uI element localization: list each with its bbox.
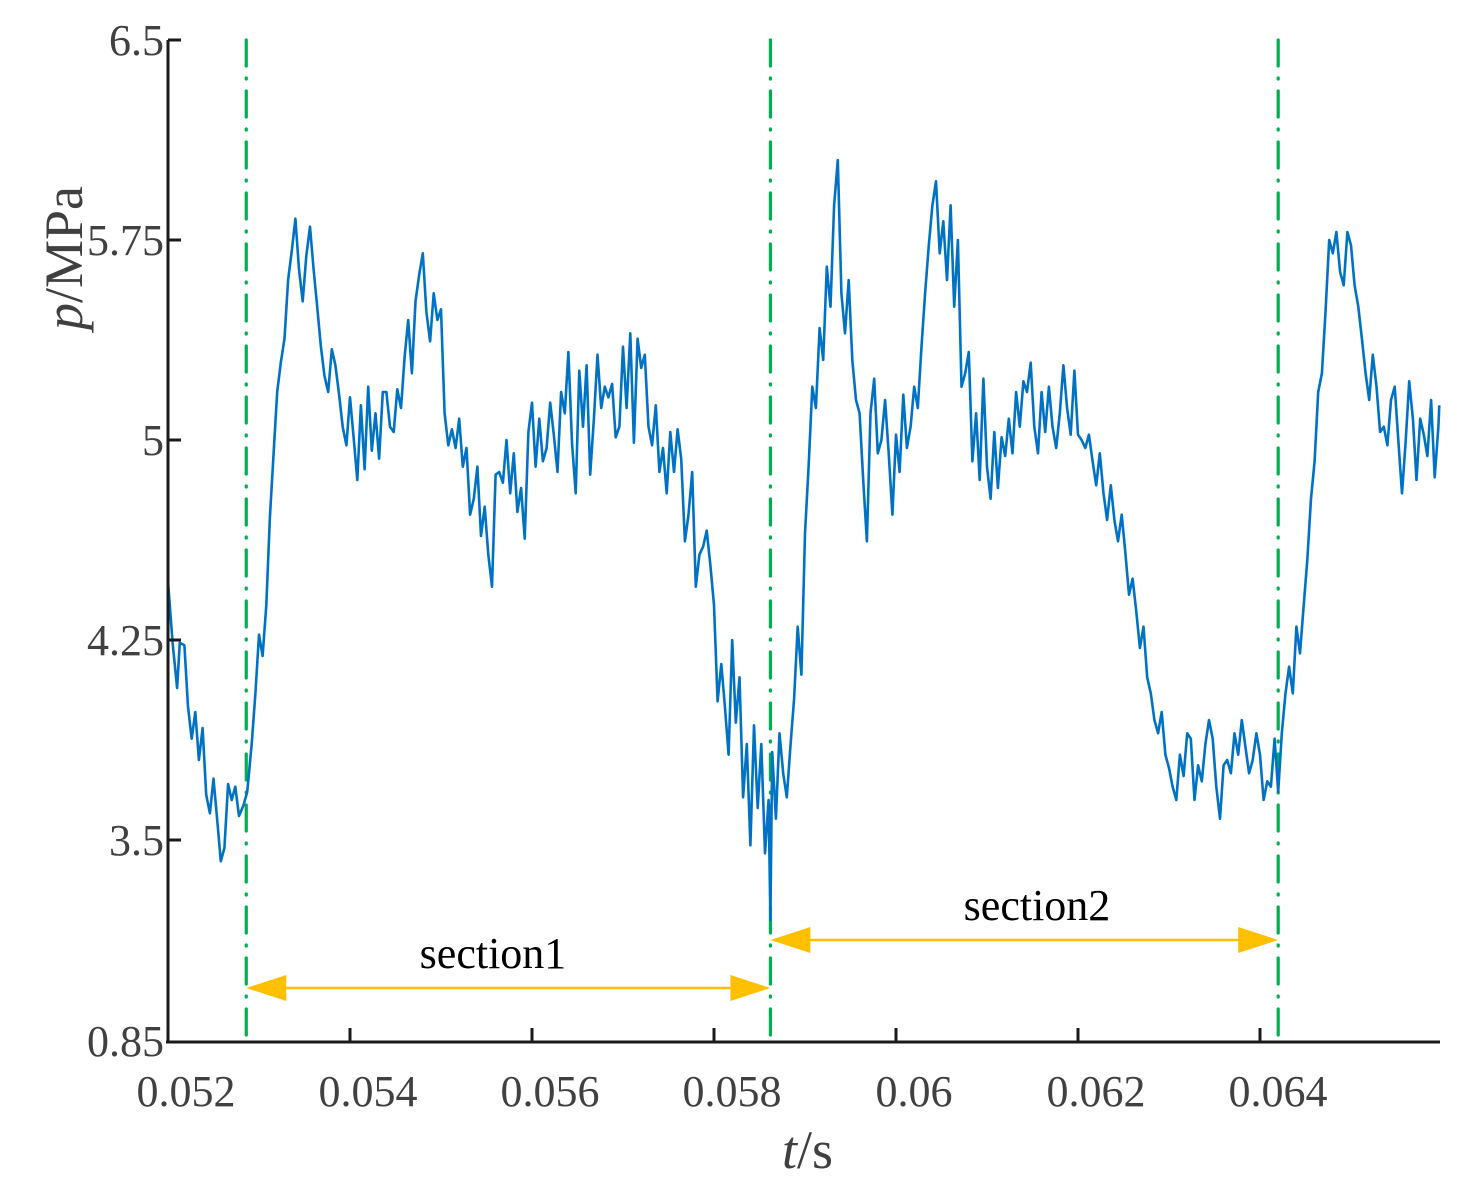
y-tick-label: 0.85: [87, 1017, 164, 1066]
section-label: section1: [420, 929, 567, 978]
section2-annotation: section2: [770, 881, 1279, 953]
pressure-series-line: [166, 158, 1441, 922]
y-tick-label: 3.5: [109, 816, 164, 865]
x-tick-label: 0.064: [1229, 1067, 1328, 1116]
x-axis-title-variable: t: [782, 1120, 799, 1180]
y-tick-label: 5.75: [87, 216, 164, 265]
x-axis-ticks: 0.052 0.054 0.056 0.058 0.06 0.062 0.064: [137, 1028, 1328, 1116]
x-tick-label: 0.052: [137, 1067, 236, 1116]
y-tick-label: 5: [142, 416, 164, 465]
x-axis-title: t/s: [782, 1120, 833, 1180]
arrow-left-head-icon: [770, 927, 811, 953]
x-tick-label: 0.054: [319, 1067, 418, 1116]
section1-annotation: section1: [246, 929, 771, 1001]
arrow-left-head-icon: [246, 975, 287, 1001]
x-tick-label: 0.056: [501, 1067, 600, 1116]
x-tick-label: 0.058: [683, 1067, 782, 1116]
y-tick-label: 6.5: [109, 16, 164, 65]
section-label: section2: [964, 881, 1111, 930]
arrow-right-head-icon: [1238, 927, 1279, 953]
axes: [166, 40, 1440, 1044]
y-tick-label: 4.25: [87, 616, 164, 665]
y-axis-ticks: 0.85 3.5 4.25 5 5.75 6.5: [87, 16, 181, 1066]
section-annotations: section1 section2: [246, 881, 1279, 1001]
y-axis-title: p/MPa: [34, 186, 94, 334]
arrow-right-head-icon: [730, 975, 771, 1001]
y-axis-title-unit: /MPa: [34, 186, 94, 303]
x-axis-title-unit: /s: [797, 1120, 833, 1180]
x-tick-label: 0.062: [1047, 1067, 1146, 1116]
x-tick-label: 0.06: [876, 1067, 953, 1116]
y-axis-title-variable: p: [34, 303, 94, 334]
